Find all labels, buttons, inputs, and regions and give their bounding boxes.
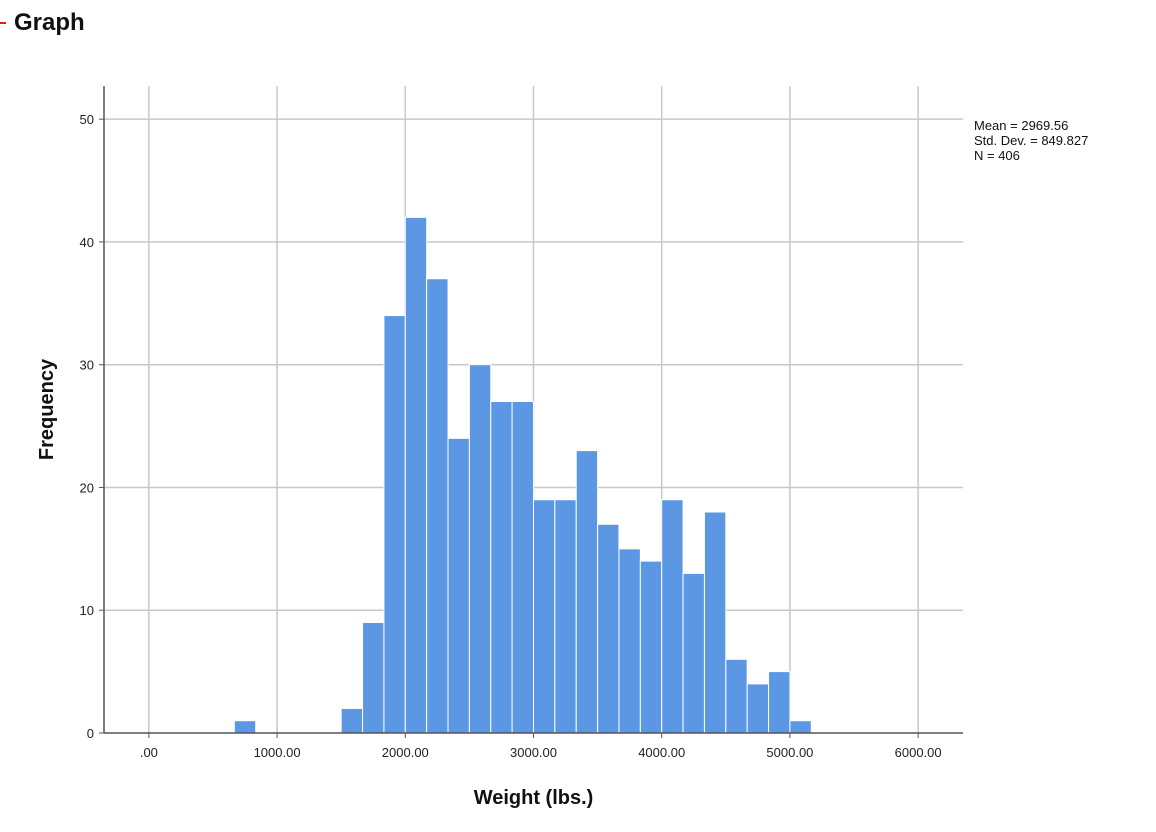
histogram-bar-21 bbox=[768, 671, 791, 734]
histogram-bar-11 bbox=[554, 499, 577, 734]
histogram-bar-8 bbox=[490, 401, 513, 734]
histogram-bar-7 bbox=[468, 364, 492, 734]
x-axis-title: Weight (lbs.) bbox=[474, 787, 594, 809]
histogram-bar-2 bbox=[362, 622, 385, 734]
histogram-bar-4 bbox=[404, 216, 428, 734]
red-marker-icon bbox=[0, 22, 6, 24]
x-tick-label-1: 1000.00 bbox=[254, 745, 301, 760]
ticks-layer: .00 1000.00 2000.00 3000.00 4000.00 5000.00 60… bbox=[80, 112, 942, 760]
stats-n: N = 406 bbox=[974, 148, 1020, 163]
histogram-bar-14 bbox=[618, 548, 641, 734]
y-tick-label-0: 0 bbox=[87, 726, 94, 741]
histogram-bar-20 bbox=[746, 683, 770, 734]
histogram-bar-6 bbox=[447, 437, 470, 734]
y-axis-title: Frequency bbox=[36, 358, 58, 460]
graph-header: Graph bbox=[0, 6, 85, 40]
histogram-bar-9 bbox=[511, 401, 534, 734]
y-tick-label-4: 40 bbox=[80, 235, 94, 250]
histogram-bar-15 bbox=[639, 560, 663, 734]
x-tick-label-5: 5000.00 bbox=[766, 745, 813, 760]
histogram-bar-12 bbox=[575, 450, 599, 734]
histogram-bar-13 bbox=[597, 523, 620, 734]
y-tick-label-2: 20 bbox=[80, 480, 94, 495]
histogram-bar-10 bbox=[533, 499, 556, 734]
histogram-bar-16 bbox=[661, 499, 684, 734]
histogram-bar-3 bbox=[383, 315, 406, 734]
histogram-bar-18 bbox=[703, 511, 727, 734]
y-tick-label-3: 30 bbox=[80, 358, 94, 373]
x-tick-label-3: 3000.00 bbox=[510, 745, 557, 760]
x-tick-label-2: 2000.00 bbox=[382, 745, 429, 760]
bars-layer bbox=[233, 216, 812, 734]
page-title: Graph bbox=[14, 9, 85, 36]
histogram-bar-19 bbox=[725, 658, 748, 734]
histogram-bar-17 bbox=[682, 572, 705, 734]
y-tick-label-5: 50 bbox=[80, 112, 94, 127]
x-tick-label-0: .00 bbox=[140, 745, 158, 760]
x-tick-label-6: 6000.00 bbox=[895, 745, 942, 760]
y-tick-label-1: 10 bbox=[80, 603, 94, 618]
stats-std-dev: Std. Dev. = 849.827 bbox=[974, 133, 1088, 148]
x-tick-label-4: 4000.00 bbox=[638, 745, 685, 760]
histogram-bar-22 bbox=[789, 720, 812, 734]
histogram-bar-1 bbox=[340, 707, 364, 734]
stats-mean: Mean = 2969.56 bbox=[974, 118, 1068, 133]
histogram-bar-0 bbox=[233, 720, 257, 734]
grid-layer bbox=[104, 86, 963, 733]
histogram-bar-5 bbox=[426, 278, 449, 734]
